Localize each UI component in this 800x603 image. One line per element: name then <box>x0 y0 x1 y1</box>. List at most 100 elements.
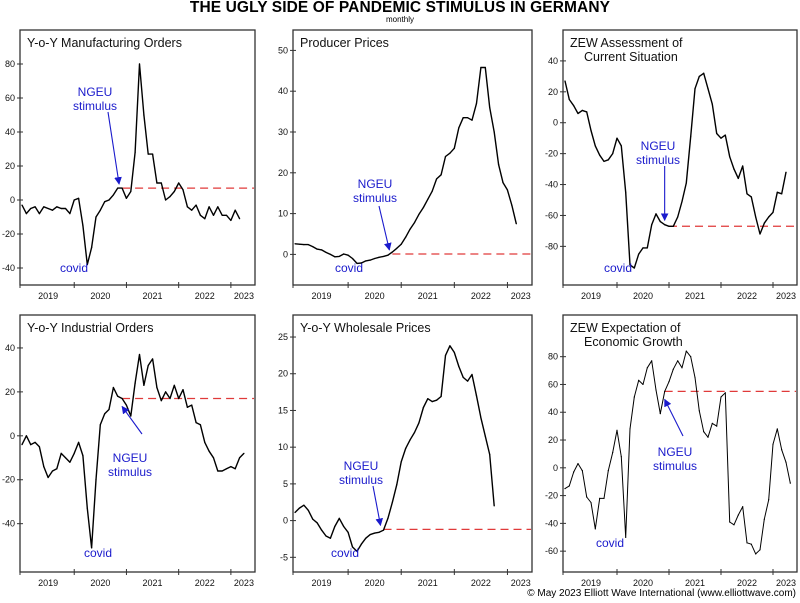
data-point <box>25 213 27 215</box>
covid-label: covid <box>335 261 363 275</box>
ngeu-label: stimulus <box>653 459 697 473</box>
data-point <box>147 364 149 367</box>
data-point <box>169 196 171 198</box>
data-point <box>138 353 141 356</box>
data-point <box>56 206 58 208</box>
data-point <box>755 216 757 218</box>
data-point <box>182 389 184 391</box>
data-point <box>409 228 411 230</box>
data-point <box>646 367 648 369</box>
data-point <box>99 424 101 426</box>
data-point <box>34 441 36 444</box>
data-point <box>480 417 482 419</box>
data-point <box>112 386 114 389</box>
data-point <box>436 178 438 180</box>
data-point <box>729 521 731 523</box>
data-point <box>151 153 154 155</box>
data-point <box>234 468 236 470</box>
data-point <box>759 233 761 235</box>
data-point <box>733 168 735 170</box>
data-point <box>685 350 687 352</box>
data-point <box>21 204 23 206</box>
data-point <box>182 189 184 191</box>
panel-frame <box>562 314 798 573</box>
data-point <box>642 383 644 386</box>
data-point <box>138 63 141 65</box>
y-tick-label: -5 <box>280 552 288 562</box>
data-point <box>467 117 469 119</box>
ngeu-label: stimulus <box>353 191 397 205</box>
data-point <box>347 531 349 533</box>
data-point <box>400 461 402 463</box>
data-point <box>724 134 726 136</box>
data-point <box>82 224 84 227</box>
series-line <box>294 345 495 553</box>
data-point <box>746 542 748 544</box>
data-point <box>467 380 469 382</box>
data-point <box>418 213 420 216</box>
data-point <box>638 253 640 255</box>
data-point <box>629 264 631 266</box>
data-point <box>781 449 783 451</box>
data-point <box>475 102 478 105</box>
data-point <box>781 193 783 195</box>
data-point <box>221 470 223 472</box>
data-point <box>316 248 318 250</box>
x-tick-label: 2019 <box>38 291 58 301</box>
data-point <box>573 471 575 473</box>
ngeu-label: NGEU <box>658 445 693 459</box>
data-point <box>493 505 495 507</box>
copyright-credit: © May 2023 Elliott Wave International (w… <box>527 588 796 599</box>
y-tick-label: 15 <box>278 405 288 415</box>
data-point <box>750 543 752 545</box>
series-line <box>294 66 517 265</box>
data-point <box>221 214 223 216</box>
data-point <box>698 410 700 412</box>
data-point <box>387 517 389 519</box>
data-point <box>312 246 314 248</box>
y-tick-label: -60 <box>545 546 558 556</box>
data-point <box>43 465 45 468</box>
data-point <box>564 488 566 490</box>
data-point <box>208 450 210 452</box>
y-tick-label: 0 <box>10 195 15 205</box>
data-point <box>497 164 500 166</box>
data-point <box>642 247 644 249</box>
x-tick-label: 2019 <box>581 291 601 301</box>
y-tick-label: 5 <box>283 479 288 489</box>
data-point <box>360 262 362 264</box>
data-point <box>204 441 206 444</box>
data-point <box>51 209 54 211</box>
data-point <box>382 255 385 258</box>
data-point <box>458 365 460 367</box>
data-point <box>99 209 101 211</box>
data-point <box>707 436 709 438</box>
x-tick-label: 2019 <box>38 578 58 588</box>
data-point <box>422 406 424 409</box>
data-point <box>502 181 504 184</box>
data-point <box>77 441 80 444</box>
data-point <box>506 189 509 191</box>
data-point <box>230 219 232 221</box>
y-tick-label: -20 <box>2 475 15 485</box>
data-point <box>489 453 491 456</box>
data-point <box>73 199 75 201</box>
x-tick-label: 2020 <box>90 291 110 301</box>
data-point <box>369 533 371 536</box>
data-point <box>343 525 345 528</box>
panel-zew-expectation: 80 60 40 20 0 -20 -40 -60 2019 2020 2021 2022 2023 ZE… <box>545 314 798 588</box>
data-point <box>633 396 635 398</box>
data-point <box>776 191 778 193</box>
data-point <box>607 159 609 161</box>
data-point <box>458 127 460 129</box>
y-tick-label: 10 <box>278 209 288 219</box>
data-point <box>440 174 442 176</box>
data-point <box>378 256 380 258</box>
data-point <box>668 381 670 383</box>
panel-title: Producer Prices <box>300 36 389 50</box>
data-point <box>307 509 309 511</box>
data-point <box>121 187 123 189</box>
panel-title: ZEW Expectation of <box>570 321 681 335</box>
data-point <box>733 524 735 526</box>
data-point <box>590 129 592 132</box>
